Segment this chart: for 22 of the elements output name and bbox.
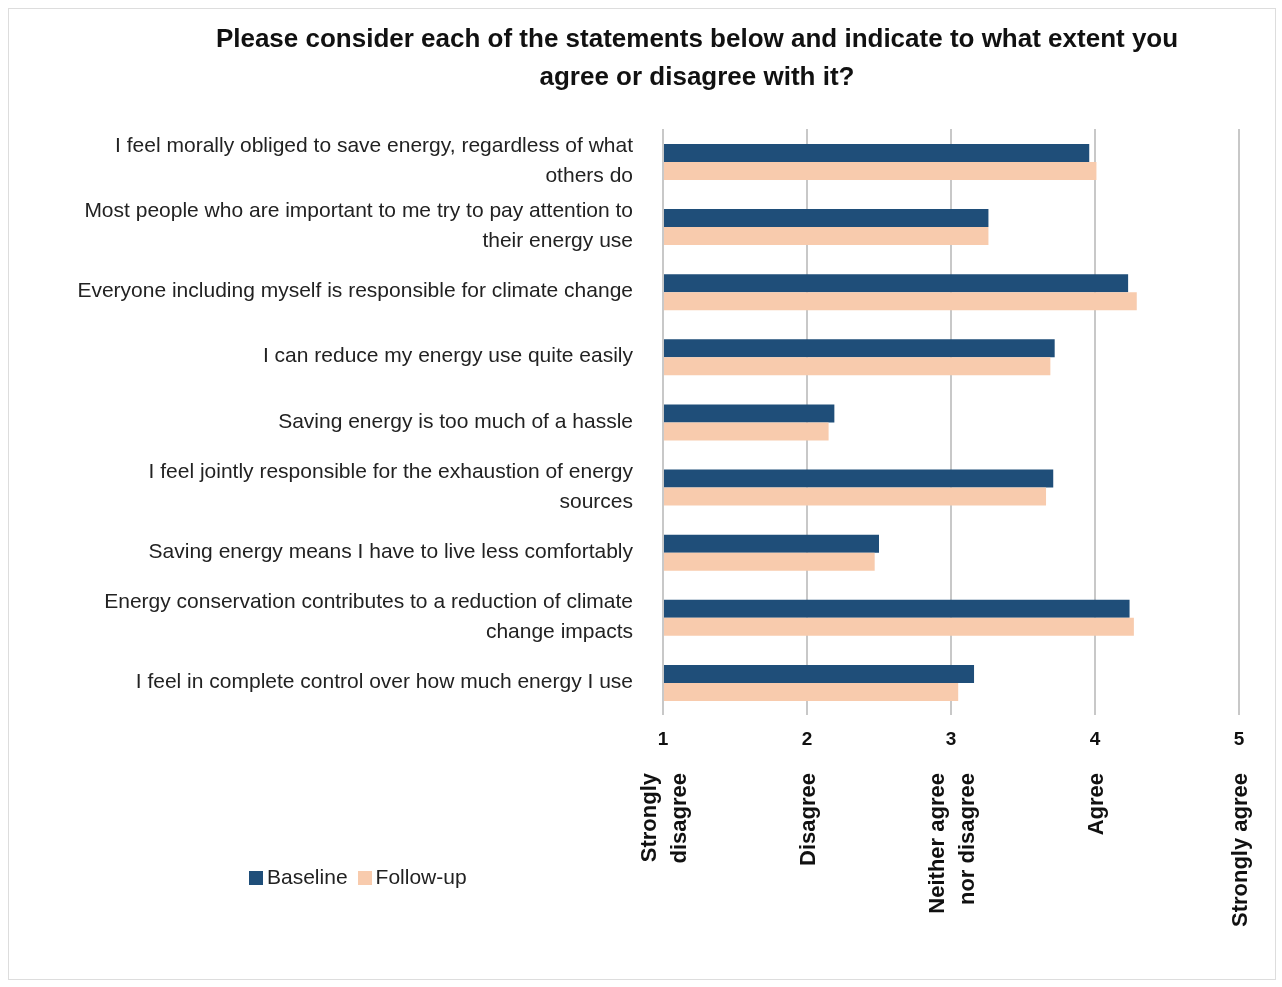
text: Agree — [1083, 773, 1108, 836]
y-tick-label: Everyone including myself is responsible for climate change — [77, 278, 633, 302]
legend-label: Baseline — [267, 865, 348, 888]
y-tick-label: Most people who are important to me try to pay attention to their energy use — [84, 198, 633, 252]
legend-label: Follow-up — [375, 865, 467, 888]
x-tick-label: 1 — [657, 728, 669, 749]
y-tick-label: I feel in complete control over how much energy I use — [135, 668, 633, 692]
y-tick-label: I can reduce my energy use quite easily — [262, 343, 634, 367]
x-tick-label: 4 — [1089, 728, 1101, 749]
text: Neither agree nor disagree — [924, 773, 979, 914]
text: Disagree — [795, 773, 820, 866]
chart-title: Please consider each of the statements below and indicate to what extent you agree or disagree with it? — [214, 22, 1180, 93]
x-tick-label: 2 — [801, 728, 813, 749]
y-tick-label: I feel jointly responsible for the exhaustion of energy sources — [148, 458, 634, 512]
y-tick-label: Energy conservation contributes to a reduction of climate change impacts — [104, 588, 633, 642]
text: Strongly disagree — [636, 772, 691, 864]
y-tick-label: I feel morally obliged to save energy, regardless of what others do — [115, 133, 634, 187]
x-tick-label: 5 — [1233, 728, 1245, 749]
y-tick-label: Saving energy is too much of a hassle — [278, 408, 633, 432]
x-tick-label: 3 — [945, 728, 957, 749]
text: Strongly agree — [1227, 773, 1252, 928]
y-tick-label: Saving energy means I have to live less comfortably — [148, 538, 634, 562]
